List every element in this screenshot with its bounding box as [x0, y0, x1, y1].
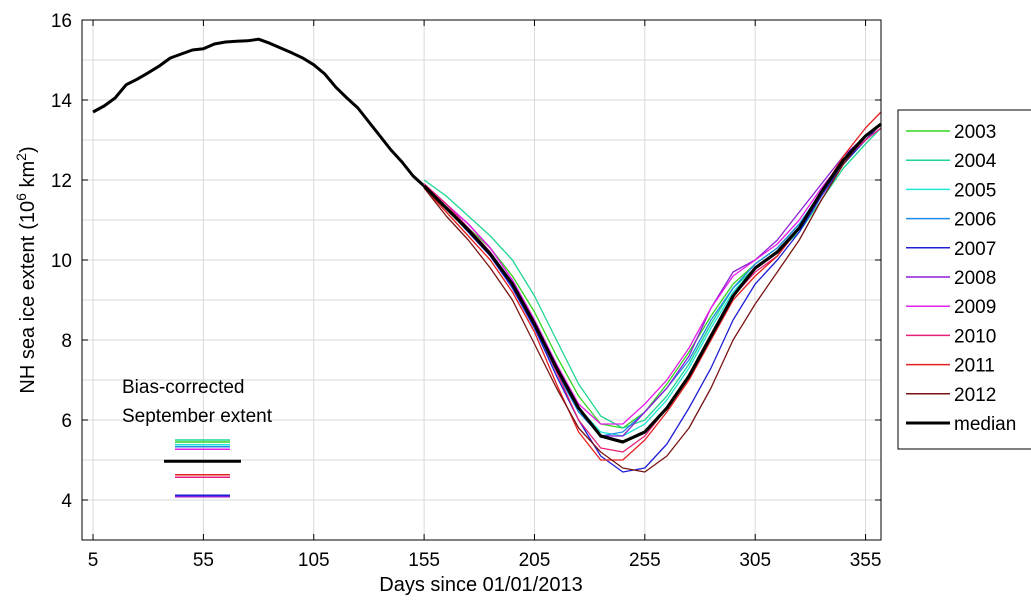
x-tick-label: 105 [298, 550, 330, 571]
legend-label-2011: 2011 [954, 356, 995, 377]
legend-label-2003: 2003 [954, 122, 996, 143]
median-early-line [92, 37, 426, 188]
legend-items: 2003 2004 2005 2006 2007 2008 2009 2010 2011 2012… [906, 122, 1016, 435]
legend: 2003 2004 2005 2006 2007 2008 2009 2010 2011 2012… [897, 109, 1031, 450]
annotation-line-1: Bias-corrected [122, 377, 245, 398]
series-line-2005 [423, 123, 882, 437]
x-tick-label: 5 [88, 550, 99, 571]
series-line-median-top [423, 122, 882, 444]
x-tick-labels: 5 55 105 155 205 255 305 355 [88, 550, 882, 571]
y-axis-unit-exp2: 2 [13, 153, 29, 161]
series-line-2008 [423, 123, 882, 437]
y-axis-label: NH sea ice extent (106 km2) [13, 146, 39, 393]
legend-label-2010: 2010 [954, 326, 996, 347]
legend-label-2007: 2007 [954, 239, 996, 260]
legend-label-2012: 2012 [954, 385, 996, 406]
y-axis-unit-km: km [17, 161, 39, 193]
y-axis-unit-exp: 6 [13, 193, 29, 201]
x-tick-label: 55 [193, 550, 214, 571]
legend-label-2004: 2004 [954, 151, 997, 172]
axis-ticks [82, 19, 881, 540]
series-line-2011 [423, 111, 882, 461]
y-tick-label: 4 [61, 491, 72, 512]
series-lines [92, 37, 882, 473]
legend-label-2009: 2009 [954, 297, 996, 318]
annotation-line-2: September extent [122, 406, 273, 427]
y-axis-unit-base: (10 [17, 201, 39, 230]
plot-frame [81, 19, 882, 541]
x-tick-label: 355 [850, 550, 882, 571]
y-tick-label: 6 [61, 411, 72, 432]
y-tick-label: 8 [61, 331, 72, 352]
grid [82, 20, 881, 540]
series-line-2007 [423, 123, 882, 473]
y-tick-label: 12 [51, 171, 72, 192]
series-line-2012 [423, 123, 882, 473]
y-axis-unit-close: ) [17, 146, 39, 153]
series-line-2009 [423, 127, 882, 425]
legend-label-2005: 2005 [954, 180, 996, 201]
series-line-2004 [423, 127, 882, 429]
x-axis-label: Days since 01/01/2013 [379, 574, 582, 596]
series-line-2003 [423, 123, 882, 429]
legend-box [897, 109, 1031, 450]
y-tick-label: 14 [51, 91, 73, 112]
series-line-median [423, 122, 882, 444]
legend-label-2006: 2006 [954, 210, 996, 231]
series-line-2006 [423, 123, 882, 437]
september-extent-marks [164, 439, 241, 498]
y-tick-labels: 4 6 8 10 12 14 16 [51, 11, 73, 512]
x-tick-label: 305 [739, 550, 771, 571]
x-tick-label: 155 [408, 550, 440, 571]
legend-label-median: median [954, 414, 1016, 435]
y-axis-label-text: NH sea ice extent [17, 235, 39, 393]
legend-label-2008: 2008 [954, 268, 996, 289]
x-tick-label: 255 [629, 550, 661, 571]
x-tick-label: 205 [519, 550, 551, 571]
y-tick-label: 16 [51, 11, 72, 32]
y-tick-label: 10 [51, 251, 72, 272]
